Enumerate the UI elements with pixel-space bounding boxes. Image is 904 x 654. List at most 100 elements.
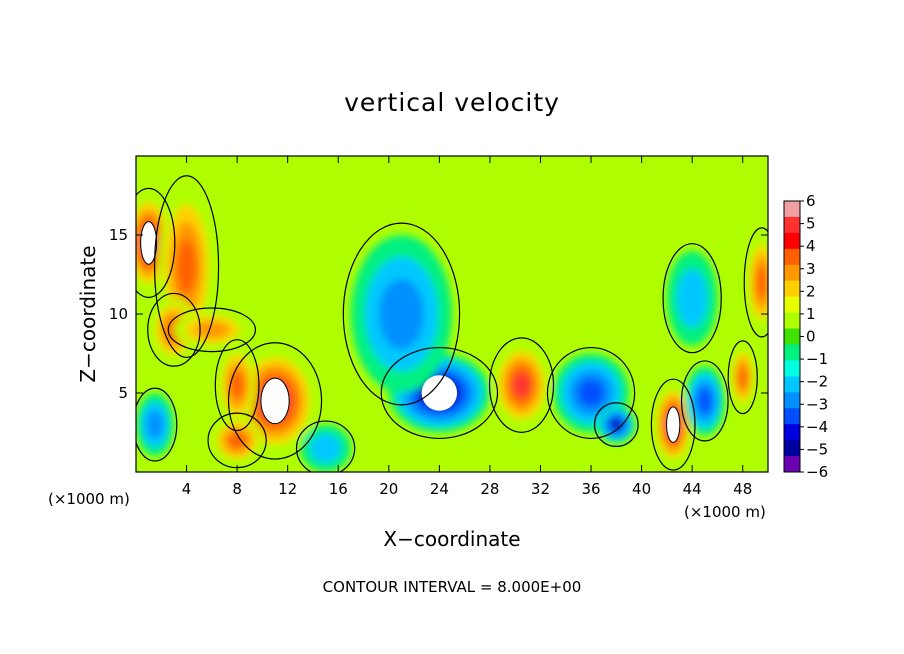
field-updraft-6 [173, 310, 250, 349]
field-downdraft-16 [666, 250, 718, 346]
x-tick-label: 44 [683, 480, 702, 498]
x-tick-label: 36 [581, 480, 600, 498]
velocity-field [136, 156, 768, 472]
field-level [756, 265, 767, 299]
field-level [378, 278, 424, 350]
contour-line-16 [662, 243, 722, 354]
contour-line-18 [295, 420, 356, 472]
field-level [513, 373, 530, 397]
zero-contours [136, 175, 768, 472]
colorbar-tick-label: −3 [806, 395, 828, 413]
x-tick-label: 8 [232, 480, 242, 498]
contour-line-8 [650, 378, 696, 471]
field-downdraft-14 [597, 405, 636, 444]
colorbar-tick-label: 0 [806, 328, 816, 346]
colorbar-segment [784, 408, 800, 425]
contour-interval-note: CONTOUR INTERVAL = 8.000E+00 [322, 578, 582, 596]
saturated-core-8 [666, 406, 681, 443]
contour-line-2 [147, 292, 201, 367]
x-tick-label: 24 [430, 480, 449, 498]
contour-line-13 [546, 346, 636, 440]
contour-line-7 [488, 337, 555, 433]
colorbar-segment [784, 344, 800, 361]
x-tick-label: 40 [632, 480, 651, 498]
field-updraft-4 [218, 345, 257, 425]
x-unit-label-left: (×1000 m) [48, 490, 130, 508]
field-downdraft-15 [684, 366, 726, 436]
saturated-core-0 [140, 221, 158, 265]
y-axis: 5 10 15 [109, 226, 768, 402]
x-tick-label: 20 [379, 480, 398, 498]
colorbar-segment [784, 264, 800, 282]
saturated-core-3 [260, 377, 290, 425]
field-level [194, 321, 229, 339]
field-level [310, 433, 342, 463]
field-level [697, 388, 712, 413]
colorbar-tick-label: −2 [806, 373, 828, 391]
field-level [146, 410, 164, 439]
x-tick-label: 12 [278, 480, 297, 498]
colorbar-segment [784, 360, 800, 377]
field-level [610, 419, 622, 431]
field-downdraft-17 [136, 393, 174, 457]
contour-line-3 [227, 342, 323, 460]
colorbar-tick-label: −1 [806, 350, 828, 368]
colorbar-segment [784, 248, 800, 266]
colorbar-tick-label: −5 [806, 440, 828, 458]
colorbar-tick-label: −6 [806, 463, 828, 481]
colorbar-segment [784, 312, 800, 330]
colorbar-segment [784, 392, 800, 409]
field-level [676, 269, 708, 328]
colorbar-segment [784, 201, 800, 218]
contour-line-10 [727, 340, 758, 415]
colorbar-tick-label: 3 [806, 260, 816, 278]
colorbar-tick-label: 2 [806, 282, 816, 300]
colorbar-tick-label: 1 [806, 305, 816, 323]
field-updraft-7 [493, 344, 550, 427]
x-tick-label: 4 [182, 480, 192, 498]
chart-title: vertical velocity [344, 88, 560, 117]
x-axis: 4 8 12 16 20 24 28 32 36 40 44 48 [182, 156, 752, 498]
colorbar-segment [784, 424, 800, 441]
x-tick-label: 16 [329, 480, 348, 498]
colorbar-segment [784, 232, 800, 250]
field-level [176, 239, 197, 295]
contour-line-15 [680, 360, 729, 442]
colorbar-segment [784, 328, 800, 345]
colorbar-tick-label: −4 [806, 418, 828, 436]
contour-line-14 [593, 402, 639, 448]
colorbar-segment [784, 280, 800, 298]
contour-line-1 [153, 175, 220, 359]
field-downdraft-18 [300, 424, 351, 472]
colorbar-segment [784, 456, 800, 473]
x-tick-label: 48 [733, 480, 752, 498]
contour-line-12 [342, 222, 461, 406]
field-level [738, 366, 748, 389]
field-updraft-9 [746, 235, 768, 330]
colorbar-segment [784, 296, 800, 314]
contour-line-0 [136, 187, 176, 298]
field-downdraft-12 [350, 235, 452, 393]
x-tick-label: 28 [480, 480, 499, 498]
x-axis-label: X−coordinate [383, 527, 521, 551]
field-updraft-5 [211, 416, 263, 465]
colorbar: 6 5 4 3 2 1 0 −1 −2 −3 −4 −5 −6 [783, 192, 828, 481]
colorbar-segment [784, 216, 800, 234]
saturated-core-11 [421, 375, 458, 411]
contour-line-17 [136, 387, 178, 462]
colorbar-tick-label: 5 [806, 215, 816, 233]
x-unit-label-right: (×1000 m) [684, 503, 766, 521]
field-level [230, 371, 244, 399]
x-tick-label: 32 [531, 480, 550, 498]
colorbar-tick-label: 6 [806, 192, 816, 210]
contour-line-9 [743, 227, 768, 338]
field-level [577, 379, 605, 407]
field-level [228, 432, 246, 449]
contour-line-6 [167, 307, 257, 353]
y-tick-label: 10 [109, 305, 128, 323]
field-updraft-10 [730, 345, 756, 409]
colorbar-tick-label: 4 [806, 237, 816, 255]
colorbar-segment [784, 376, 800, 393]
contour-line-4 [214, 339, 260, 432]
